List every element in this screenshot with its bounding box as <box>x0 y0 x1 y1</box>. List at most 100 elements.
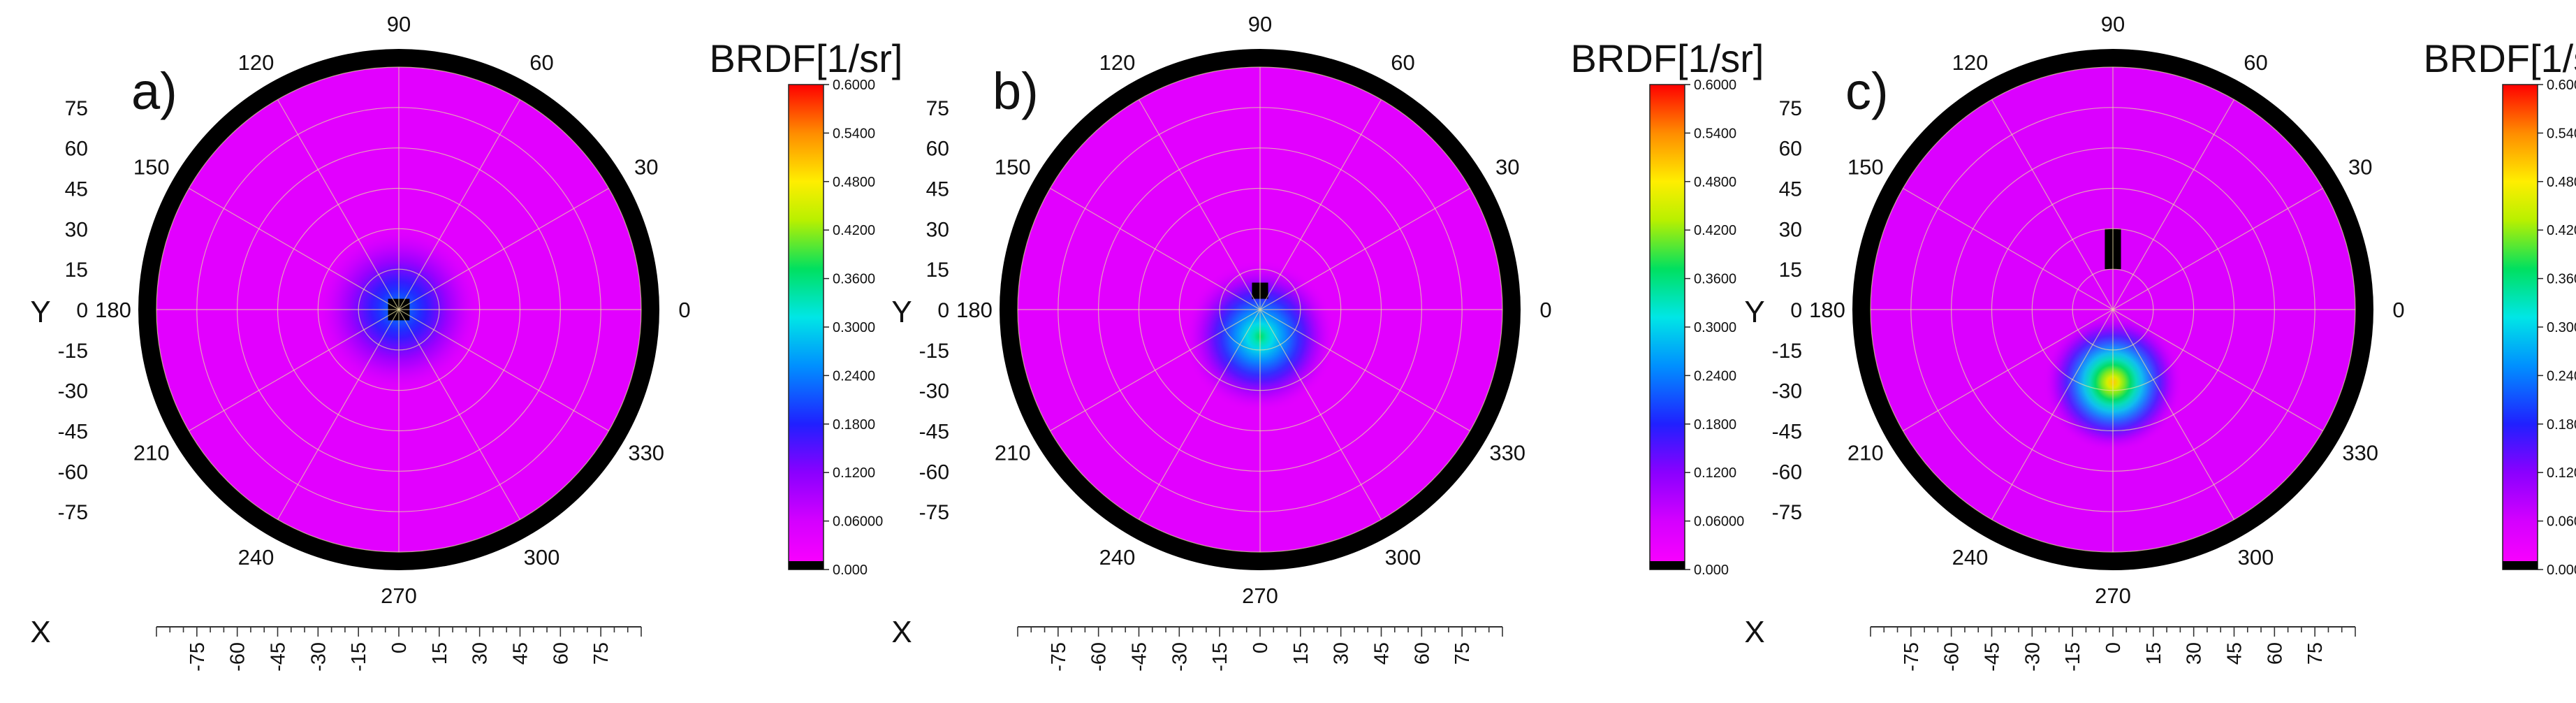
y-tick-label: -75 <box>1772 501 1802 524</box>
x-tick-label: -15 <box>348 642 370 672</box>
x-tick-label: 75 <box>590 642 613 665</box>
angle-label: 330 <box>628 441 664 465</box>
y-tick-label: 30 <box>1779 218 1802 241</box>
colorbar-tick-label: 0.3000 <box>2547 320 2576 335</box>
polar-grid-spoke <box>1050 309 1261 432</box>
y-tick-label: 30 <box>926 218 949 241</box>
x-tick-label: -60 <box>1941 642 1963 672</box>
panel-2: 0306090120150180210240270300330756045301… <box>891 12 1764 672</box>
colorbar-tick-label: 0.1200 <box>833 465 875 481</box>
x-tick-label: -45 <box>1129 642 1151 672</box>
x-tick-label: -75 <box>1901 642 1923 672</box>
polar-grid-spoke <box>189 187 400 310</box>
angle-label: 180 <box>1809 298 1845 322</box>
colorbar-tick-label: 0.3600 <box>2547 272 2576 287</box>
colorbar-tick-label: 0.4200 <box>833 223 875 238</box>
angle-label: 300 <box>524 545 560 570</box>
angle-label: 150 <box>133 155 170 180</box>
colorbar-tick-label: 0.5400 <box>2547 126 2576 141</box>
y-tick-label: -75 <box>919 501 949 524</box>
colorbar <box>2502 84 2538 570</box>
angle-label: 240 <box>1952 545 1989 570</box>
x-tick-label: 0 <box>388 642 411 653</box>
angle-label: 180 <box>95 298 131 322</box>
colorbar-tick-label: 0.3600 <box>833 272 875 287</box>
x-axis-label: X <box>1744 615 1764 649</box>
x-tick-label: 75 <box>2304 642 2327 665</box>
polar-grid-spoke <box>1138 99 1261 310</box>
x-tick-label: 45 <box>2224 642 2246 665</box>
polar-grid-spoke <box>1138 309 1261 520</box>
x-tick-label: 30 <box>469 642 492 665</box>
colorbar-tick-label: 0.06000 <box>1694 514 1744 530</box>
x-tick-label: 60 <box>1411 642 1433 665</box>
polar-grid-spoke <box>1991 309 2114 520</box>
polar-grid-spoke <box>277 309 400 520</box>
colorbar-tick-label: 0.3000 <box>1694 320 1736 335</box>
y-tick-label: 15 <box>1779 259 1802 282</box>
angle-label: 270 <box>381 584 417 608</box>
x-tick-label: -15 <box>2062 642 2084 672</box>
x-axis-label: X <box>30 615 50 649</box>
colorbar-tick-label: 0.000 <box>1694 563 1729 578</box>
y-tick-label: -45 <box>58 421 88 444</box>
colorbar-tick-label: 0.6000 <box>2547 78 2576 93</box>
angle-label: 0 <box>2392 298 2404 322</box>
angle-label: 330 <box>2342 441 2378 465</box>
colorbar-tick-label: 0.3600 <box>1694 272 1736 287</box>
y-axis-label: Y <box>30 295 50 329</box>
y-tick-label: -75 <box>58 501 88 524</box>
angle-label: 210 <box>1847 441 1884 465</box>
angle-label: 120 <box>238 50 275 75</box>
x-tick-label: -45 <box>268 642 290 672</box>
colorbar-tick-label: 0.4200 <box>2547 223 2576 238</box>
x-tick-label: 45 <box>1371 642 1393 665</box>
polar-grid-spoke <box>189 309 400 432</box>
polar-grid-spoke <box>1991 99 2114 310</box>
angle-label: 60 <box>2244 50 2267 75</box>
colorbar-tick-label: 0.4800 <box>2547 175 2576 190</box>
angle-label: 270 <box>1242 584 1278 608</box>
colorbar-tick-label: 0.2400 <box>833 368 875 384</box>
colorbar-tick-label: 0.5400 <box>833 126 875 141</box>
x-tick-label: -75 <box>1048 642 1070 672</box>
y-tick-label: 0 <box>76 299 88 322</box>
x-tick-label: 30 <box>1331 642 1353 665</box>
y-tick-label: -45 <box>1772 421 1802 444</box>
y-tick-label: -45 <box>919 421 949 444</box>
x-tick-label: 0 <box>2102 642 2125 653</box>
angle-label: 330 <box>1489 441 1525 465</box>
y-tick-label: 0 <box>1790 299 1802 322</box>
y-axis-label: Y <box>1744 295 1764 329</box>
panel-3: 0306090120150180210240270300330756045301… <box>1744 12 2576 672</box>
x-tick-label: 15 <box>429 642 451 665</box>
colorbar-tick-label: 0.1800 <box>833 417 875 433</box>
polar-grid-spoke <box>2112 309 2235 520</box>
colorbar-tick-label: 0.06000 <box>833 514 883 530</box>
angle-label: 60 <box>529 50 553 75</box>
y-tick-label: -60 <box>58 461 88 484</box>
panel-1: 0306090120150180210240270300330756045301… <box>30 12 902 672</box>
x-tick-label: 45 <box>510 642 532 665</box>
y-tick-label: 45 <box>65 178 88 201</box>
x-tick-label: 75 <box>1451 642 1474 665</box>
x-tick-label: 15 <box>1290 642 1312 665</box>
angle-label: 270 <box>2095 584 2131 608</box>
y-tick-label: 45 <box>926 178 949 201</box>
colorbar-zero-band <box>2503 561 2538 570</box>
y-tick-label: -30 <box>58 380 88 403</box>
angle-label: 0 <box>678 298 690 322</box>
panel-label: b) <box>993 62 1039 120</box>
y-tick-label: 60 <box>926 138 949 161</box>
x-tick-label: 60 <box>2264 642 2286 665</box>
angle-label: 240 <box>238 545 275 570</box>
colorbar-tick-label: 0.000 <box>833 563 868 578</box>
polar-grid-spoke <box>398 309 521 520</box>
colorbar-tick-label: 0.1800 <box>1694 417 1736 433</box>
polar-grid-spoke <box>1050 187 1261 310</box>
polar-grid-spoke <box>277 99 400 310</box>
angle-label: 0 <box>1539 298 1551 322</box>
x-tick-label: 15 <box>2143 642 2165 665</box>
